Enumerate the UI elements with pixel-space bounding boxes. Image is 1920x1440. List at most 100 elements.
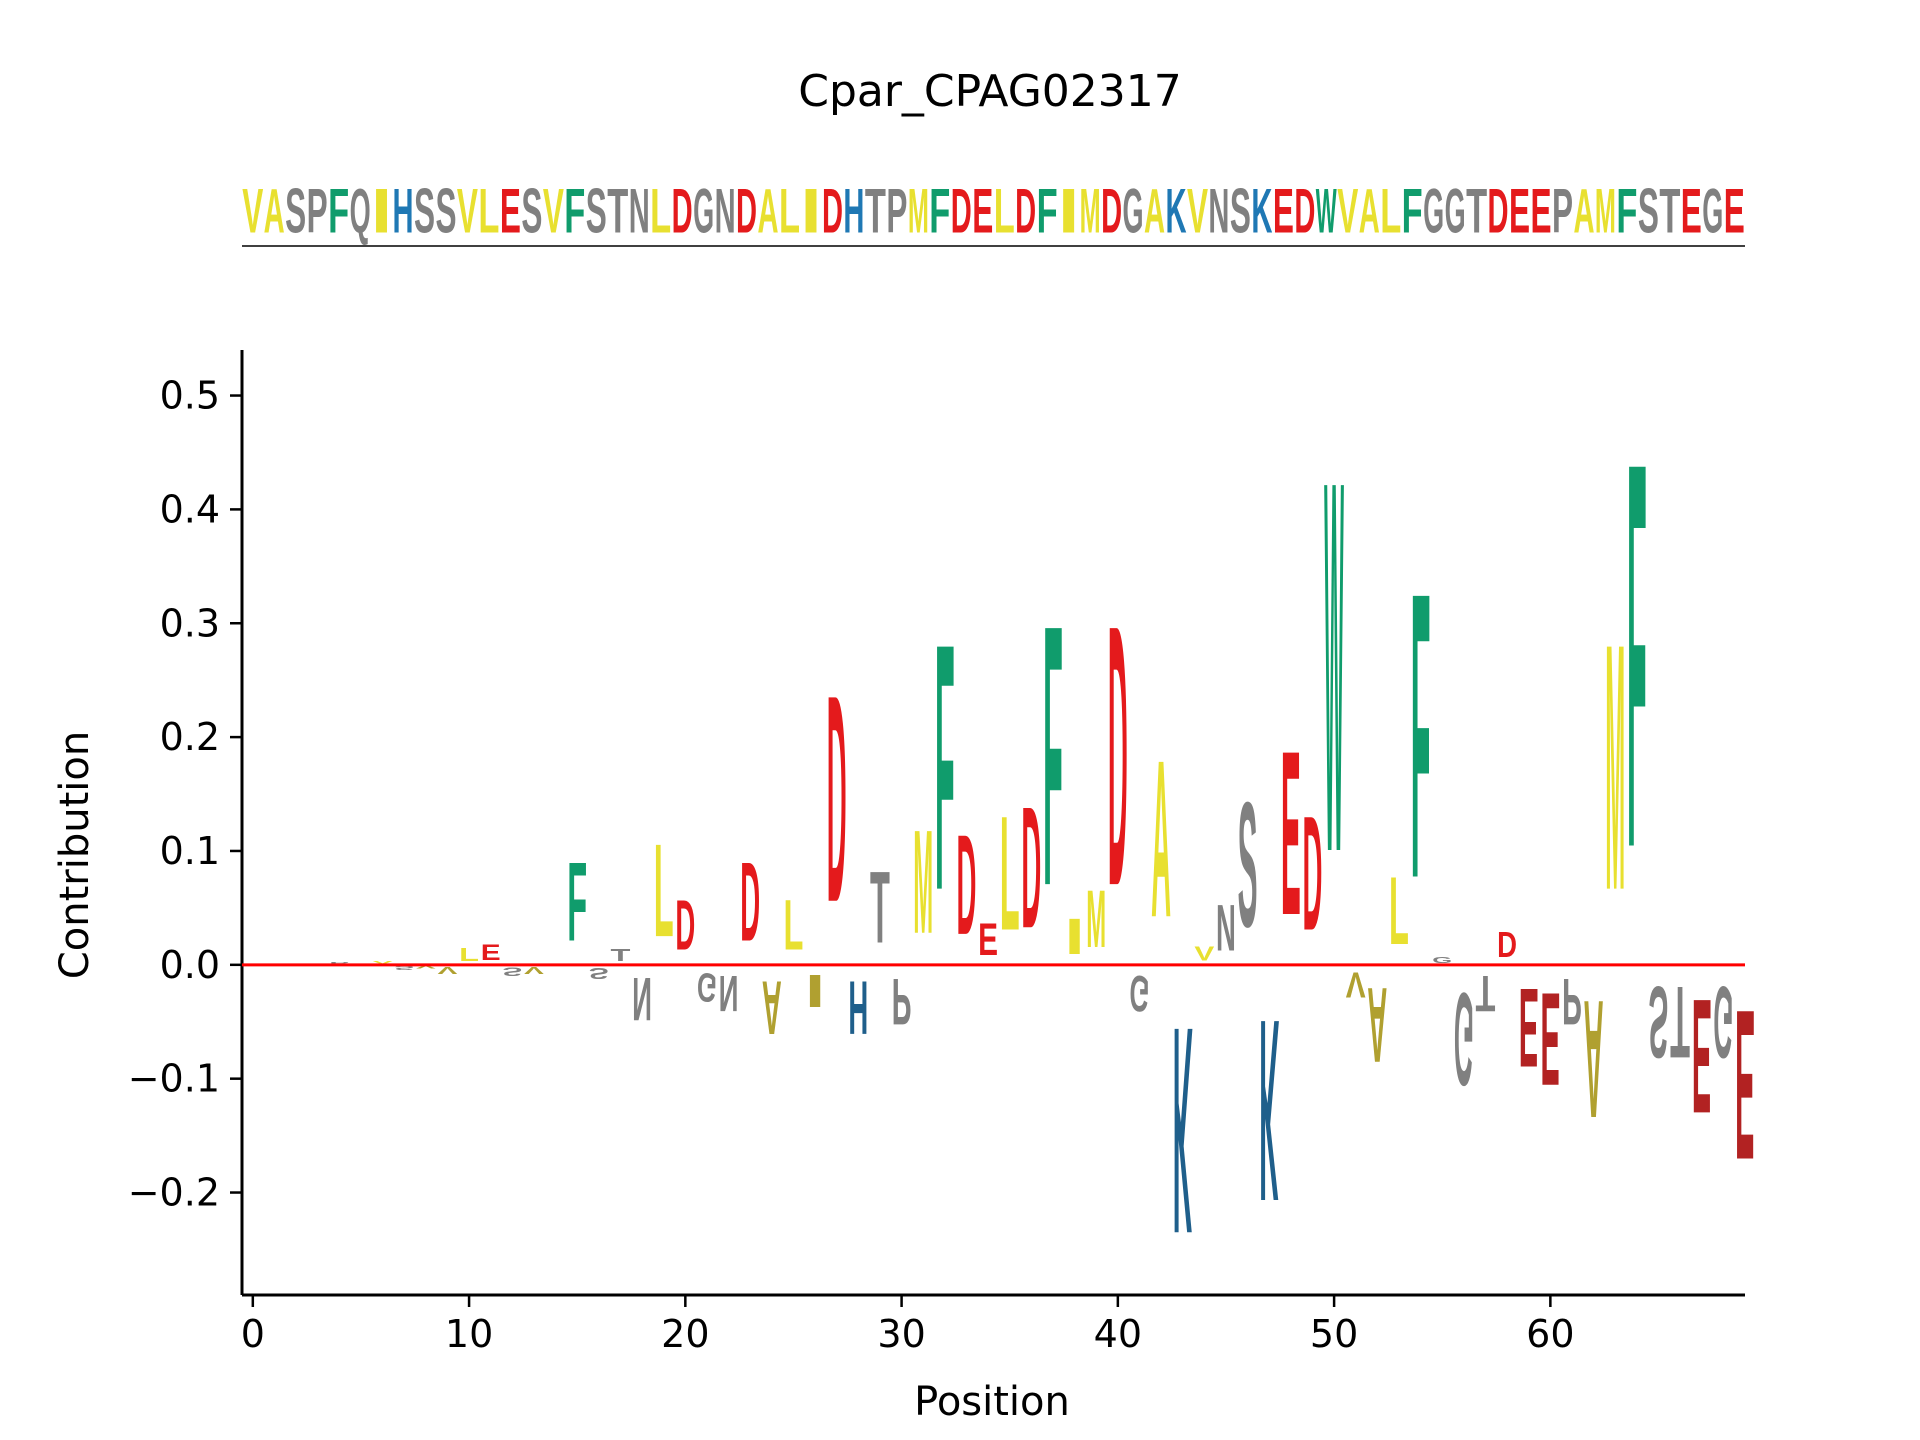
sequence-letter: D	[1015, 177, 1036, 246]
sequence-letter: F	[1616, 175, 1637, 246]
chart-title: Cpar_CPAG02317	[798, 66, 1182, 117]
logo-letter: E	[1519, 965, 1539, 1089]
logo-letter: G	[1432, 956, 1452, 965]
logo-letter: I	[805, 965, 825, 1016]
sequence-letter: Q	[350, 177, 371, 247]
sequence-letter: P	[1552, 176, 1573, 247]
logo-letter: E	[1540, 965, 1560, 1113]
x-tick-label: 50	[1310, 1312, 1358, 1356]
logo-letter: E	[978, 915, 998, 966]
logo-letter: V	[1194, 943, 1214, 965]
logo-letter: S	[1649, 965, 1669, 1079]
sequence-letter: I	[1058, 176, 1079, 246]
sequence-letter: A	[1573, 177, 1594, 246]
sequence-letter: D	[1294, 177, 1315, 246]
logo-letter: D	[957, 805, 977, 965]
sequence-letter: M	[1595, 177, 1616, 247]
logo-letter: L	[784, 885, 804, 965]
y-tick-label: −0.1	[128, 1057, 220, 1101]
sequence-letter: T	[865, 175, 886, 246]
sequence-letter: D	[1488, 177, 1509, 246]
sequence-letter: P	[307, 176, 328, 247]
sequence-letter: S	[1638, 176, 1659, 247]
logo-letter: I	[1065, 909, 1085, 966]
sequence-letter: E	[1724, 176, 1745, 247]
sequence-letter: A	[1359, 177, 1380, 246]
sequence-letter: D	[1101, 177, 1122, 246]
logo-letter: D	[1303, 782, 1323, 965]
sequence-letter: F	[1037, 175, 1058, 246]
logo-letter: V	[524, 965, 544, 976]
logo-letter: P	[1562, 965, 1582, 1040]
sequence-letter: V	[457, 176, 478, 247]
logo-letter: T	[611, 945, 631, 965]
sequence-letter: L	[779, 175, 800, 246]
sequence-letter: N	[715, 177, 736, 246]
logo-letter: D	[1021, 772, 1041, 965]
sequence-letter: S	[521, 176, 542, 247]
logo-letter: F	[1627, 347, 1647, 963]
sequence-letter: V	[242, 176, 263, 247]
logo-letter: A	[1367, 965, 1387, 1086]
sequence-letter: I	[371, 176, 392, 246]
logo-letter: D	[1497, 925, 1517, 965]
logo-letter: P	[329, 962, 349, 965]
logo-letter: A	[762, 964, 782, 1049]
logo-letter: S	[502, 965, 522, 979]
sequence-letter: T	[1466, 175, 1487, 246]
sequence-letter: F	[929, 175, 950, 246]
sequence-letter: G	[1445, 177, 1466, 247]
logo-letter: K	[1259, 965, 1279, 1255]
sequence-letter: S	[414, 176, 435, 247]
sequence-letter: N	[629, 177, 650, 246]
logo-letter: D	[827, 635, 847, 964]
sequence-letter: G	[1123, 177, 1144, 247]
sequence-letter: S	[1230, 176, 1251, 247]
sequence-letter: N	[1208, 177, 1229, 246]
sequence-letter: A	[1144, 177, 1165, 246]
sequence-letter: K	[1165, 177, 1186, 246]
sequence-letter: L	[650, 175, 671, 246]
sequence-letter: E	[500, 176, 521, 247]
x-tick-label: 20	[661, 1312, 709, 1356]
y-tick-label: −0.2	[128, 1171, 220, 1215]
x-tick-label: 10	[445, 1312, 493, 1356]
sequence-letter: W	[1316, 175, 1337, 246]
sequence-letter: F	[1402, 175, 1423, 246]
sequence-letter: D	[736, 177, 757, 246]
logo-letter: M	[1086, 874, 1106, 965]
sequence-letter: V	[543, 176, 564, 247]
y-axis-label: Contribution	[52, 731, 98, 979]
y-tick-label: 0.1	[160, 829, 220, 873]
logo-letter: G	[1713, 965, 1733, 1079]
logo-letter: M	[1605, 570, 1625, 964]
sequence-letter: E	[972, 176, 993, 247]
sequence-letter: K	[1251, 177, 1272, 246]
x-tick-label: 0	[241, 1312, 265, 1356]
logo-letter: S	[589, 964, 609, 981]
y-tick-label: 0.0	[160, 943, 220, 987]
logo-letter: L	[1000, 782, 1020, 964]
sequence-letter: S	[285, 176, 306, 247]
logo-letter: V	[1346, 965, 1366, 1005]
logo-letter: V	[437, 965, 457, 976]
logo-letter: T	[870, 851, 890, 966]
y-tick-label: 0.2	[160, 715, 220, 759]
sequence-letter: V	[1337, 176, 1358, 247]
logo-letter: F	[1043, 547, 1063, 963]
logo-letter: K	[1173, 966, 1193, 1295]
x-axis-label: Position	[914, 1379, 1070, 1425]
logo-letter: V	[416, 965, 437, 970]
sequence-letter: S	[586, 176, 607, 247]
sequence-letter: M	[1080, 177, 1101, 247]
sequence-letter: A	[758, 177, 779, 246]
x-tick-label: 60	[1526, 1312, 1574, 1356]
sequence-letter: G	[693, 177, 714, 247]
logo-letter: F	[935, 570, 955, 963]
sequence-letter: E	[1531, 176, 1552, 247]
logo-letter: P	[892, 965, 912, 1040]
logo-letter: T	[1476, 964, 1496, 1021]
logo-letter: F	[567, 840, 587, 965]
logo-letter: G	[1454, 964, 1474, 1111]
